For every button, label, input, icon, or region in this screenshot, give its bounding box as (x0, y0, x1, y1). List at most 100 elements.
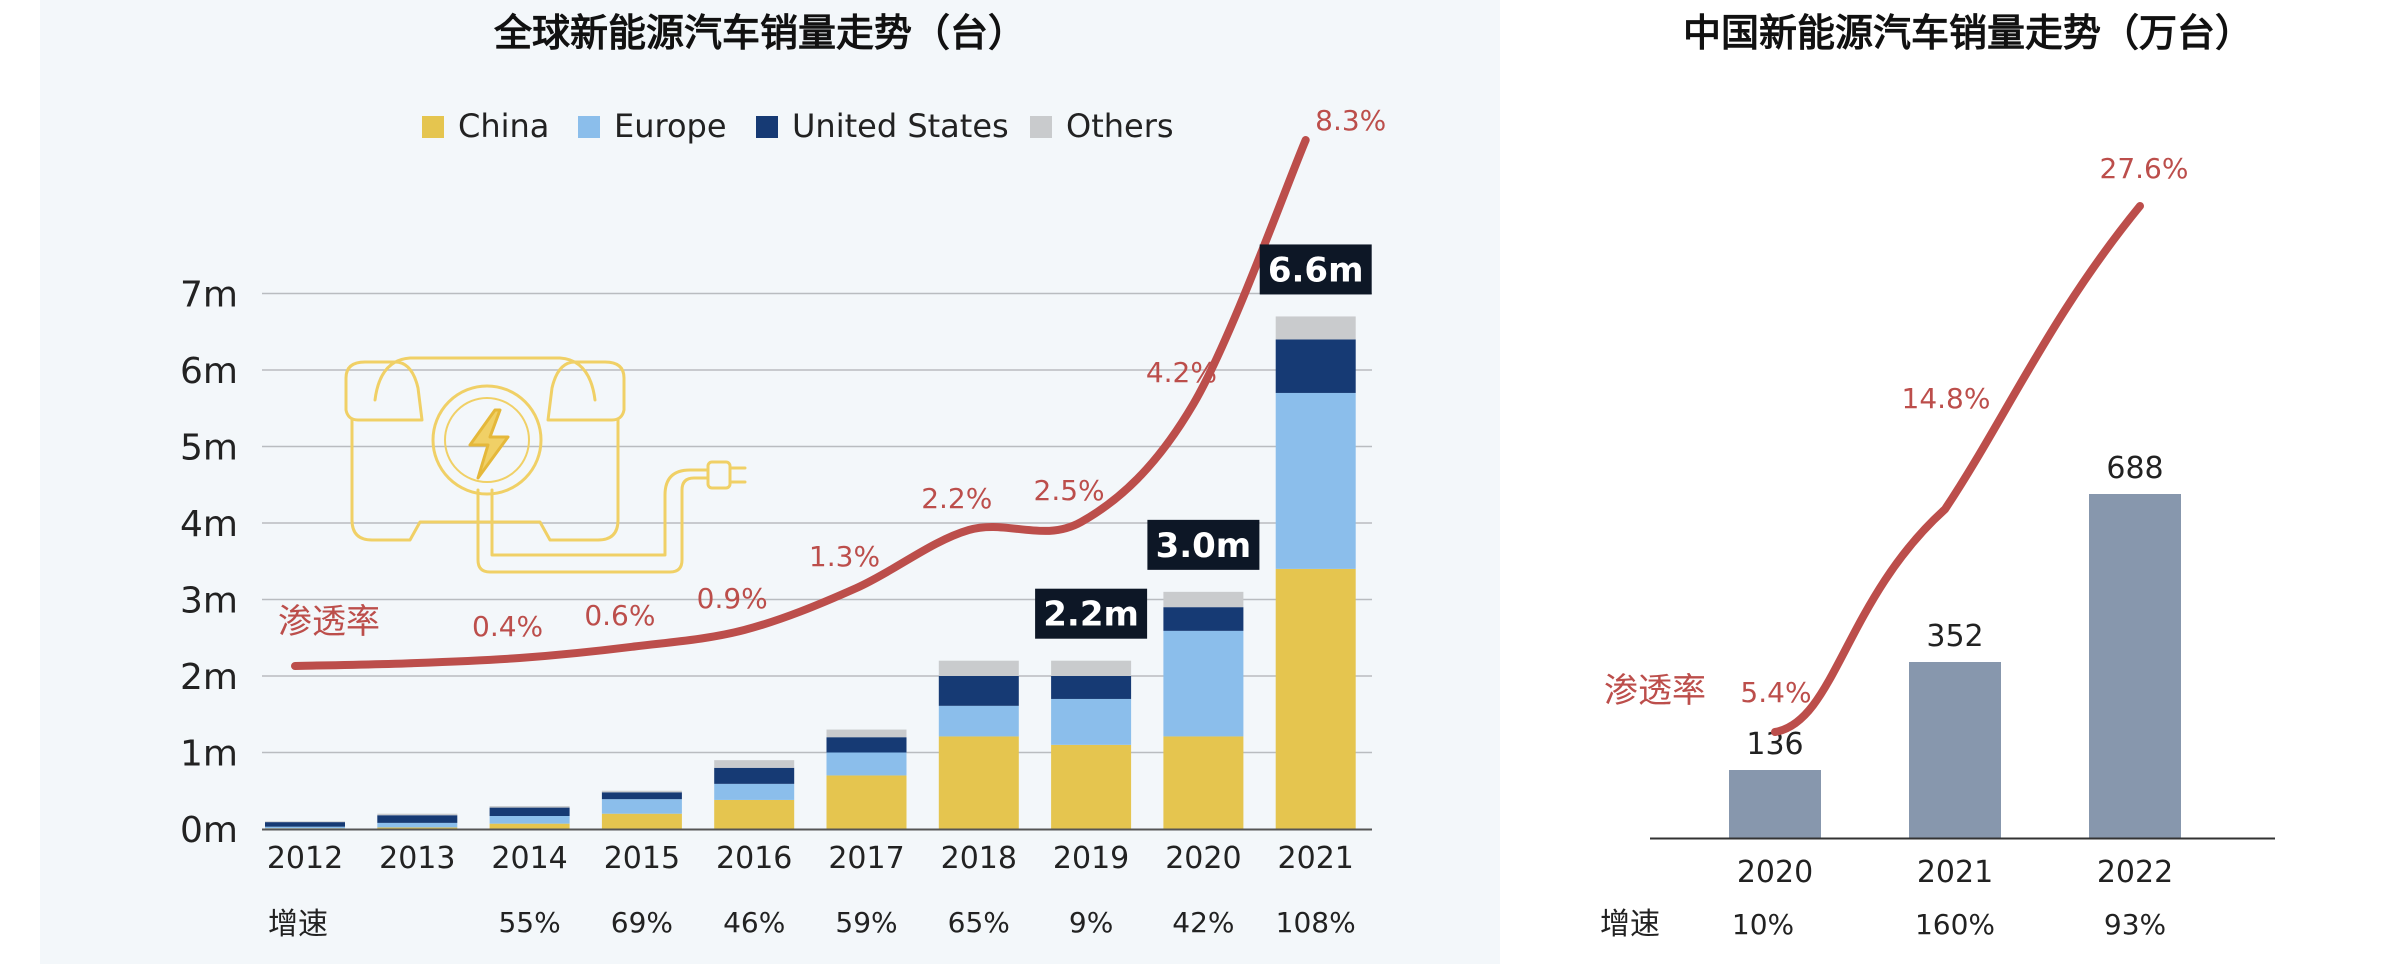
bar-segment-china (602, 814, 682, 829)
x-tick-label: 2012 (267, 841, 343, 876)
bar-segment-china (1163, 736, 1243, 829)
x-tick-label: 2015 (604, 841, 680, 876)
bar-segment-us (714, 768, 794, 784)
china-bar (1909, 662, 2001, 838)
bar-segment-us (602, 792, 682, 799)
x-tick-label: 2014 (491, 841, 567, 876)
bar-segment-europe (265, 827, 345, 829)
y-tick-label: 7m (180, 275, 238, 316)
bar-segment-europe (827, 753, 907, 776)
bar-segment-us (827, 737, 907, 752)
bar-segment-china (490, 824, 570, 829)
y-tick-label: 0m (180, 810, 238, 851)
bar-segment-others (827, 730, 907, 738)
bar-segment-others (939, 661, 1019, 676)
x-tick-label: 2020 (1165, 841, 1241, 876)
bar-segment-us (939, 676, 1019, 706)
penetration-label: 0.9% (697, 582, 768, 615)
bar-segment-china (1276, 569, 1356, 829)
bar-segment-us (1163, 607, 1243, 631)
china-x-tick-label: 2021 (1917, 855, 1993, 890)
bar-segment-others (1276, 316, 1356, 339)
bar-segment-china (1051, 745, 1131, 829)
legend-swatch-europe (578, 116, 600, 138)
global-chart-title: 全球新能源汽车销量走势（台） (493, 11, 1026, 55)
bar-segment-europe (714, 784, 794, 800)
bar-segment-others (1051, 661, 1131, 676)
china-x-labels: 2020 2021 2022 (1737, 855, 2173, 890)
legend-label-china: China (458, 107, 549, 145)
growth-value: 108% (1276, 906, 1356, 939)
total-callout-text: 3.0m (1156, 526, 1252, 566)
bar-segment-us (1276, 339, 1356, 393)
legend-label-others: Others (1066, 107, 1174, 145)
global-penetration-label: 渗透率 (278, 602, 380, 642)
penetration-label: 2.5% (1034, 474, 1105, 507)
y-tick-label: 3m (180, 581, 238, 622)
x-tick-label: 2018 (941, 841, 1017, 876)
china-bar (1729, 770, 1821, 838)
penetration-label: 8.3% (1315, 104, 1386, 137)
growth-value: 69% (611, 906, 673, 939)
growth-value: 55% (498, 906, 560, 939)
bar-segment-europe (1163, 631, 1243, 737)
bar-segment-europe (1051, 699, 1131, 745)
growth-value: 46% (723, 906, 785, 939)
china-penetration-value: 14.8% (1902, 382, 1991, 415)
china-x-tick-label: 2020 (1737, 855, 1813, 890)
bar-segment-others (714, 760, 794, 768)
bar-segment-others (265, 821, 345, 822)
bar-segment-others (1163, 592, 1243, 607)
legend-swatch-us (756, 116, 778, 138)
y-tick-label: 5m (180, 428, 238, 469)
china-penetration-value: 5.4% (1740, 676, 1811, 709)
bar-segment-china (827, 775, 907, 829)
growth-value: 59% (835, 906, 897, 939)
x-tick-label: 2013 (379, 841, 455, 876)
x-tick-label: 2017 (828, 841, 904, 876)
x-tick-label: 2021 (1278, 841, 1354, 876)
china-growth-value: 160% (1915, 908, 1995, 941)
legend-label-europe: Europe (614, 107, 727, 145)
china-bars: 136352688 (1729, 451, 2181, 838)
y-tick-label: 1m (180, 734, 238, 775)
bar-segment-europe (1276, 393, 1356, 569)
bar-segment-europe (490, 816, 570, 824)
china-penetration-value: 27.6% (2100, 152, 2189, 185)
bar-segment-us (1051, 676, 1131, 699)
china-growth-row: 增速 10% 160% 93% (1600, 907, 2166, 942)
bar-segment-us (377, 815, 457, 823)
penetration-label: 0.6% (584, 599, 655, 632)
china-bar-value: 688 (2106, 451, 2163, 486)
y-tick-label: 4m (180, 504, 238, 545)
penetration-label: 1.3% (809, 540, 880, 573)
growth-value: 65% (948, 906, 1010, 939)
y-tick-label: 2m (180, 657, 238, 698)
penetration-label: 2.2% (921, 482, 992, 515)
legend-swatch-china (422, 116, 444, 138)
x-tick-label: 2016 (716, 841, 792, 876)
china-growth-value: 10% (1732, 908, 1794, 941)
bar-segment-others (377, 814, 457, 816)
x-tick-label: 2019 (1053, 841, 1129, 876)
penetration-label: 4.2% (1146, 356, 1217, 389)
total-callout-text: 2.2m (1043, 595, 1139, 635)
penetration-label: 0.4% (472, 610, 543, 643)
bar-segment-china (714, 800, 794, 829)
bar-segment-china (939, 736, 1019, 829)
bar-segment-others (490, 806, 570, 808)
china-x-tick-label: 2022 (2097, 855, 2173, 890)
bar-segment-us (490, 808, 570, 816)
china-growth-value: 93% (2104, 908, 2166, 941)
china-bar (2089, 494, 2181, 838)
bar-segment-europe (377, 823, 457, 828)
china-bar-value: 352 (1926, 619, 1983, 654)
growth-value: 9% (1069, 906, 1113, 939)
growth-value: 42% (1172, 906, 1234, 939)
bar-segment-europe (939, 706, 1019, 737)
legend-swatch-others (1030, 116, 1052, 138)
y-tick-label: 6m (180, 351, 238, 392)
china-growth-row-label: 增速 (1600, 907, 1660, 942)
